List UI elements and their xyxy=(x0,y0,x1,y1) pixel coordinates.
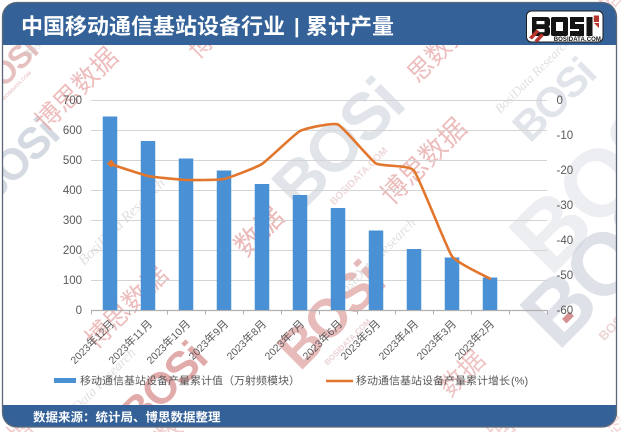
svg-text:700: 700 xyxy=(63,95,82,107)
svg-text:0: 0 xyxy=(76,305,82,317)
svg-text:BOSIDATA.COM: BOSIDATA.COM xyxy=(554,37,601,43)
svg-text:-30: -30 xyxy=(557,200,574,212)
svg-text:-60: -60 xyxy=(557,305,574,317)
svg-text:-50: -50 xyxy=(557,270,574,282)
svg-text:|: | xyxy=(294,16,300,38)
svg-text:100: 100 xyxy=(63,275,82,287)
svg-text:(%): (%) xyxy=(511,376,528,388)
svg-text:400: 400 xyxy=(63,185,82,197)
svg-text:500: 500 xyxy=(63,155,82,167)
svg-text:200: 200 xyxy=(63,245,82,257)
svg-text:-10: -10 xyxy=(557,130,574,142)
svg-text:-20: -20 xyxy=(557,165,574,177)
svg-text:0: 0 xyxy=(557,95,563,107)
svg-text:300: 300 xyxy=(63,215,82,227)
svg-text:-40: -40 xyxy=(557,235,574,247)
svg-text:600: 600 xyxy=(63,125,82,137)
